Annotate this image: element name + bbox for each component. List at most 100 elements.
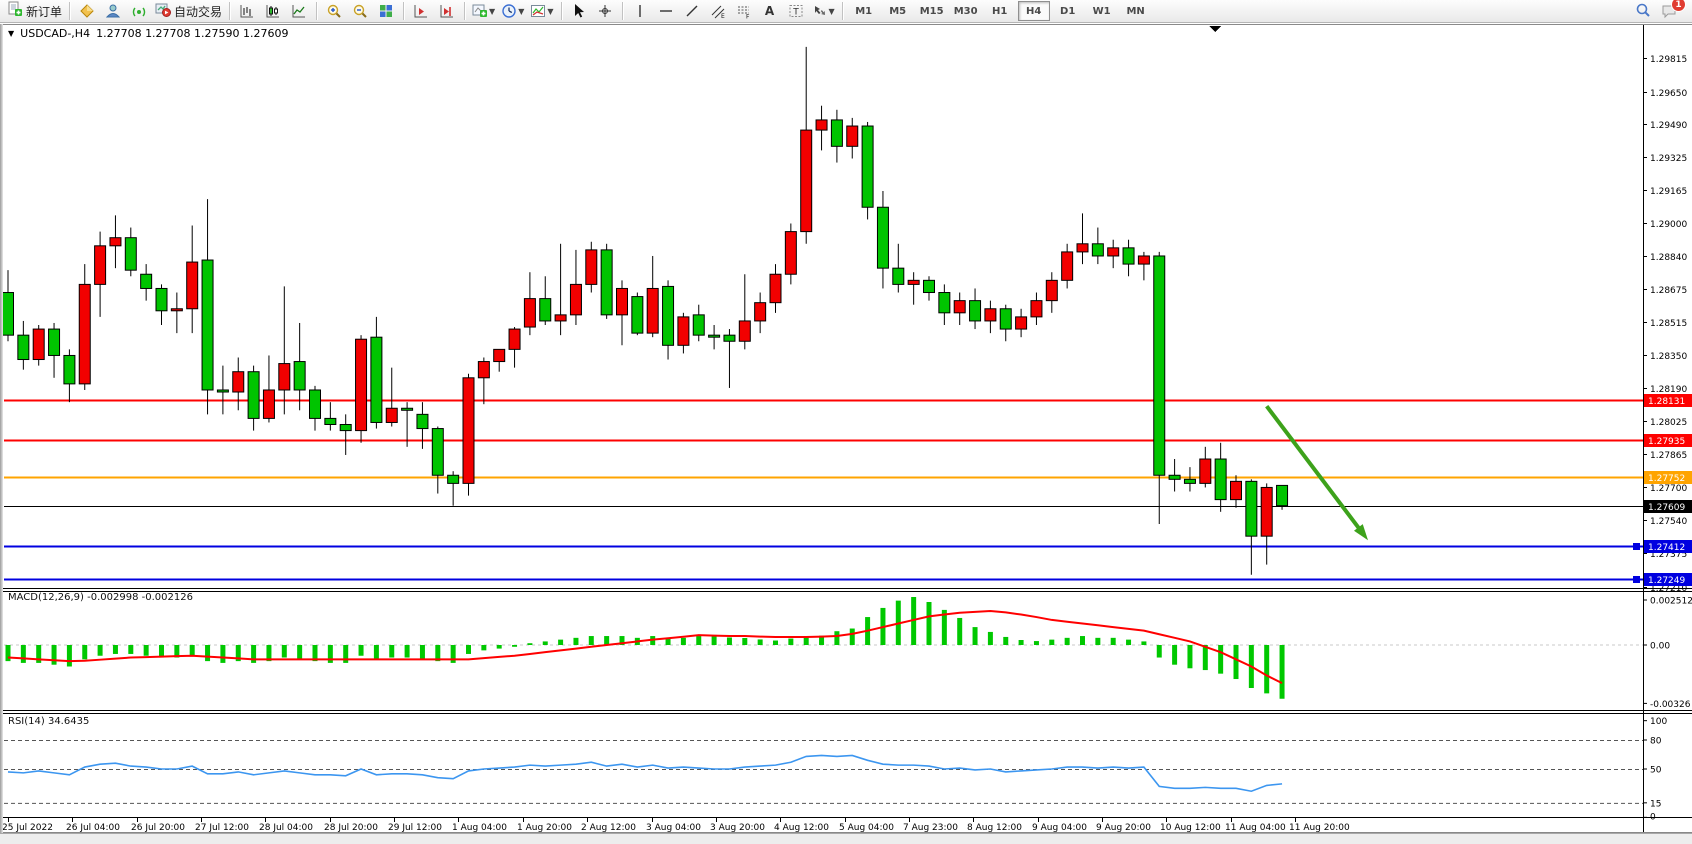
candle xyxy=(815,119,828,131)
timeframe-button-W1[interactable]: W1 xyxy=(1092,5,1111,17)
svg-text:1.29490: 1.29490 xyxy=(1650,121,1687,131)
candle xyxy=(1260,486,1273,537)
timeframe-button-H4[interactable]: H4 xyxy=(1017,1,1050,21)
timeframe-button-H1[interactable]: H1 xyxy=(991,5,1008,17)
svg-text:28 Jul 20:00: 28 Jul 20:00 xyxy=(324,823,378,833)
indicator-level-lines xyxy=(4,644,1643,804)
trendline-tool[interactable] xyxy=(679,0,705,22)
trend-arrow-line xyxy=(1265,405,1363,532)
candle xyxy=(78,283,91,385)
svg-text:1.29165: 1.29165 xyxy=(1650,187,1687,197)
text-tool[interactable]: A xyxy=(764,4,775,18)
candle xyxy=(1245,480,1258,537)
candle xyxy=(278,363,291,391)
svg-text:1.27375: 1.27375 xyxy=(1650,550,1687,560)
autotrading-label: 自动交易 xyxy=(174,4,223,19)
separator xyxy=(560,2,562,20)
candle xyxy=(186,261,199,310)
candle xyxy=(999,308,1012,330)
chart-end-icon[interactable] xyxy=(434,0,460,22)
equidistant-channel-tool[interactable]: E xyxy=(705,0,731,22)
candle xyxy=(447,474,460,484)
signal-icon[interactable] xyxy=(126,0,152,22)
candle xyxy=(63,354,76,385)
timeframe-button-M1[interactable]: M1 xyxy=(855,5,873,17)
panel-borders xyxy=(0,25,1692,833)
svg-text:1.27700: 1.27700 xyxy=(1650,484,1687,494)
chat-button[interactable]: 1 xyxy=(1656,0,1686,22)
candle xyxy=(32,328,45,361)
candle xyxy=(309,389,321,419)
add-indicator-button[interactable]: ▼ xyxy=(469,0,498,22)
candle xyxy=(493,348,506,363)
chart-forward-icon[interactable] xyxy=(408,0,434,22)
tile-windows-icon[interactable] xyxy=(373,0,399,22)
candle xyxy=(539,298,552,322)
separator xyxy=(621,2,623,20)
candle xyxy=(1199,458,1212,484)
crosshair-tool[interactable] xyxy=(592,0,618,22)
svg-text:1 Aug 20:00: 1 Aug 20:00 xyxy=(517,823,572,833)
macd-indicator-label: MACD(12,26,9) -0.002998 -0.002126 xyxy=(8,592,193,603)
period-button[interactable]: ▼ xyxy=(498,0,527,22)
svg-text:1.28840: 1.28840 xyxy=(1650,253,1687,263)
price-axis[interactable]: 1.29815 1.29650 1.29490 1.29325 1.29165 1.290… xyxy=(1643,55,1687,594)
text-label-tool[interactable]: T xyxy=(783,0,809,22)
arrow-tools-button[interactable]: ▼ xyxy=(809,0,838,22)
time-axis[interactable]: 25 Jul 2022 26 Jul 04:00 26 Jul 20:00 27 Ju… xyxy=(2,818,1350,833)
timeframe-button-M30[interactable]: M30 xyxy=(953,5,978,17)
svg-text:1.28515: 1.28515 xyxy=(1650,319,1687,329)
candlestick-chart-icon[interactable] xyxy=(260,0,286,22)
svg-text:3 Aug 04:00: 3 Aug 04:00 xyxy=(646,823,701,833)
candle xyxy=(1030,300,1043,318)
zoom-out-icon[interactable] xyxy=(347,0,373,22)
profile-icon[interactable] xyxy=(100,0,126,22)
candle xyxy=(1015,316,1028,330)
candle xyxy=(585,249,598,285)
collapse-icon[interactable]: ▼ xyxy=(8,29,15,38)
candle xyxy=(339,423,352,432)
svg-text:T: T xyxy=(792,8,799,18)
trend-arrow-annotation[interactable] xyxy=(1265,405,1369,541)
vertical-line-tool[interactable] xyxy=(627,0,653,22)
candle xyxy=(293,361,306,391)
candle xyxy=(155,287,168,312)
horizontal-line-tool[interactable] xyxy=(653,0,679,22)
candle xyxy=(907,279,920,285)
new-order-button[interactable]: 新订单 xyxy=(4,0,65,22)
svg-text:50: 50 xyxy=(1650,766,1662,776)
separator xyxy=(464,2,466,20)
bar-chart-icon[interactable] xyxy=(234,0,260,22)
notification-badge: 1 xyxy=(1671,0,1686,12)
chart-symbol-period: USDCAD-,H4 xyxy=(20,27,91,40)
autotrading-button[interactable]: 自动交易 xyxy=(152,0,225,22)
candle xyxy=(216,389,229,393)
svg-text:1.28350: 1.28350 xyxy=(1650,352,1687,362)
new-order-label: 新订单 xyxy=(26,4,63,19)
fibonacci-tool[interactable]: F xyxy=(731,0,757,22)
line-chart-icon[interactable] xyxy=(286,0,312,22)
cursor-tool[interactable] xyxy=(566,0,592,22)
candle xyxy=(938,292,951,314)
template-button[interactable]: ▼ xyxy=(527,0,556,22)
search-icon[interactable] xyxy=(1630,0,1656,22)
gold-cube-icon[interactable] xyxy=(74,0,100,22)
candle xyxy=(1076,243,1089,253)
candle xyxy=(523,298,536,328)
horizontal-price-lines[interactable] xyxy=(4,399,1643,584)
candle xyxy=(431,428,444,476)
timeframe-button-M5[interactable]: M5 xyxy=(889,5,907,17)
timeframe-button-MN[interactable]: MN xyxy=(1126,5,1145,17)
svg-text:26 Jul 20:00: 26 Jul 20:00 xyxy=(131,823,185,833)
zoom-in-icon[interactable] xyxy=(321,0,347,22)
svg-text:100: 100 xyxy=(1650,717,1667,727)
timeframe-button-M15[interactable]: M15 xyxy=(919,5,944,17)
svg-text:1.27609: 1.27609 xyxy=(1648,503,1685,513)
candle xyxy=(1230,480,1242,501)
timeframe-button-D1[interactable]: D1 xyxy=(1060,5,1076,17)
svg-text:2 Aug 12:00: 2 Aug 12:00 xyxy=(581,823,636,833)
svg-text:1.29650: 1.29650 xyxy=(1650,89,1687,99)
candle xyxy=(923,279,935,294)
